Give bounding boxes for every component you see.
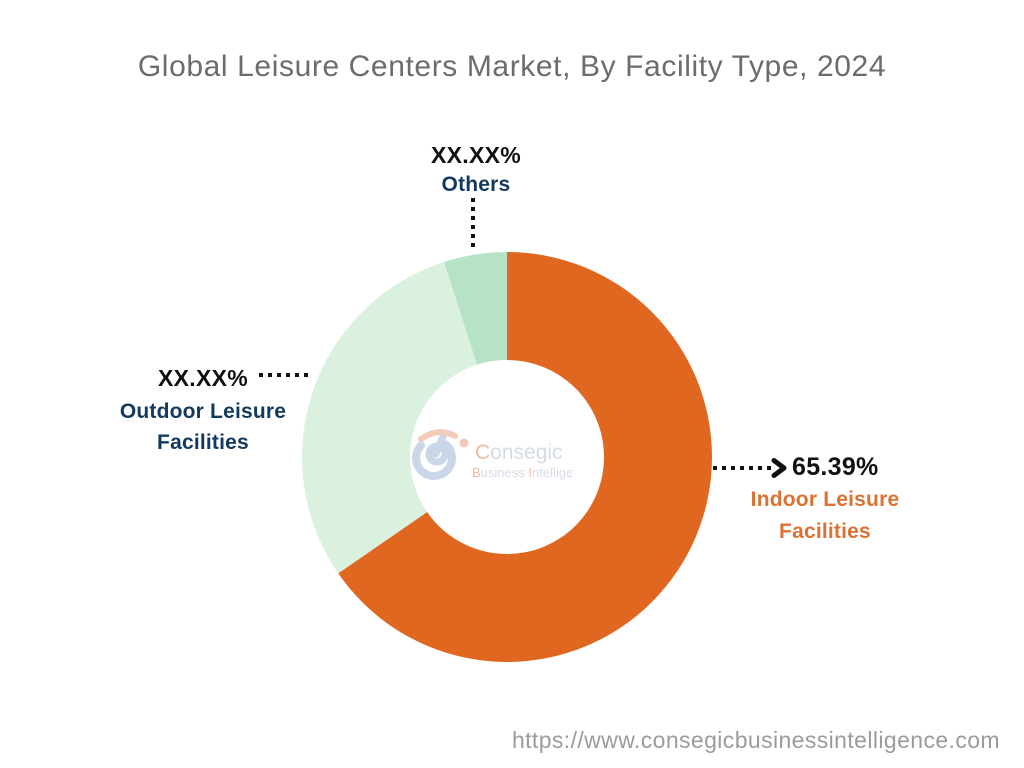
indoor-value: 65.39% bbox=[792, 453, 879, 481]
indoor-label-line2: Facilities bbox=[779, 520, 871, 543]
outdoor-label-line2: Facilities bbox=[157, 431, 249, 454]
watermark-brand-line2: Business Intelligence bbox=[472, 465, 572, 480]
leader-line-outdoor bbox=[259, 373, 313, 377]
leader-line-others bbox=[471, 198, 475, 252]
footer-url: https://www.consegicbusinessintelligence… bbox=[511, 727, 1000, 753]
watermark-brand-line1: Consegic bbox=[475, 441, 563, 464]
donut-chart bbox=[302, 252, 712, 662]
indoor-label-line1: Indoor Leisure bbox=[750, 488, 900, 511]
callout-outdoor: XX.XX% Outdoor Leisure Facilities bbox=[110, 365, 296, 458]
outdoor-label-line1: Outdoor Leisure bbox=[119, 400, 287, 423]
callout-indoor: Indoor Leisure Facilities bbox=[740, 484, 910, 548]
arrow-right-icon bbox=[771, 458, 787, 478]
consegic-logo-icon bbox=[412, 429, 469, 480]
outdoor-value: XX.XX% bbox=[157, 365, 248, 391]
leader-line-indoor bbox=[713, 466, 771, 470]
callout-others: XX.XX% Others bbox=[398, 142, 554, 200]
others-label: Others bbox=[441, 173, 511, 196]
others-value: XX.XX% bbox=[430, 142, 521, 168]
page-title: Global Leisure Centers Market, By Facili… bbox=[137, 50, 887, 83]
consegic-watermark: Consegic Business Intelligence bbox=[412, 429, 572, 480]
